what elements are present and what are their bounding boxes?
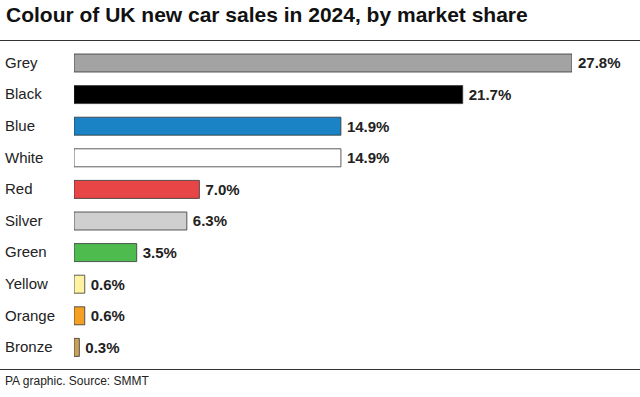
svg-text:6.3%: 6.3% [193,212,227,229]
html-text:Colour of UK new car sales in: Colour of UK new car sales in 2024, by m… [6,3,528,26]
svg-text:Orange: Orange [8,307,55,324]
svg-text:14.9%: 14.9% [347,149,390,166]
svg-text:Yellow: Yellow [8,275,48,292]
svg-text:Green: Green [8,243,47,260]
svg-text:0.6%: 0.6% [91,307,125,324]
svg-text:Bronze: Bronze [8,338,53,355]
html-text:PA graphic. Source: SMMT: PA graphic. Source: SMMT [5,374,149,388]
svg-text:White: White [8,149,43,166]
svg-text:Red: Red [8,180,33,197]
svg-text:7.0%: 7.0% [205,181,239,198]
svg-text:Silver: Silver [8,212,43,229]
svg-text:3.5%: 3.5% [143,244,177,261]
svg-text:Grey: Grey [8,54,38,71]
svg-text:14.9%: 14.9% [347,118,390,135]
svg-text:27.8%: 27.8% [578,54,621,71]
svg-text:Blue: Blue [8,117,35,134]
svg-text:0.3%: 0.3% [85,339,119,356]
svg-text:0.6%: 0.6% [91,276,125,293]
svg-text:Black: Black [8,85,42,102]
svg-text:21.7%: 21.7% [469,86,512,103]
